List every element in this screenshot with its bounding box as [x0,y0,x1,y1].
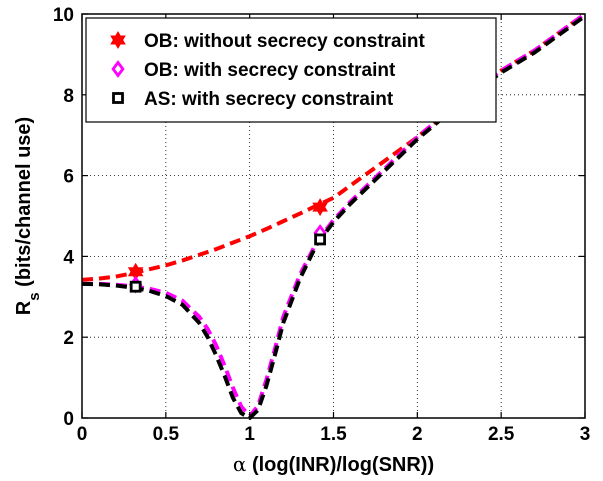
x-tick-label: 1 [244,424,255,445]
x-tick-label: 2.5 [488,424,515,445]
y-tick-label: 2 [63,328,74,349]
x-tick-label: 0 [77,424,88,445]
x-tick-label: 0.5 [153,424,180,445]
legend-label-1: OB: with secrecy constraint [144,60,396,81]
series-marker-0 [312,198,328,217]
y-tick-label: 0 [63,409,74,430]
y-tick-label: 6 [63,167,74,188]
legend-label-2: AS: with secrecy constraint [144,89,394,110]
legend-marker-0-tri-down [110,35,126,49]
legend-label-0: OB: without secrecy constraint [144,31,426,52]
legend-marker-0 [110,31,126,49]
x-tick-label: 2 [412,424,423,445]
x-tick-label: 1.5 [320,424,347,445]
series-marker-2 [314,233,326,246]
series-marker-0 [127,262,144,281]
x-tick-label: 3 [580,424,591,445]
y-tick-label: 4 [63,247,74,268]
series-layer [82,12,585,420]
marker-layer [127,198,328,294]
grid [82,14,585,418]
y-axis-label-sub: s [26,292,43,300]
legend-marker-1 [111,60,125,78]
series-line-2 [82,14,585,420]
y-axis-label-rest: (bits/channel use) [13,117,35,293]
y-tick-label: 8 [63,86,74,107]
x-axis-label-text: (log(INR)/log(SNR)) [246,454,434,476]
y-axis-label-main: R [13,300,35,315]
series-marker-0-tri-down [312,202,328,217]
series-marker-2 [129,280,142,293]
legend-box [85,17,497,123]
legend-marker-2 [112,92,124,104]
series-marker-0-tri-down [127,267,144,281]
x-axis-label-greek: α [233,452,247,476]
legend: OB: without secrecy constraint OB: with s… [85,17,497,123]
ticks: 0 0.5 1 1.5 2 2.5 3 0 2 4 6 8 10 [53,5,590,445]
series-line-0 [82,12,585,282]
y-tick-label: 10 [53,5,74,26]
series-line-1 [82,12,585,418]
y-axis-label: Rs (bits/channel use) [13,117,43,315]
x-axis-label: α (log(INR)/log(SNR)) [233,452,434,476]
